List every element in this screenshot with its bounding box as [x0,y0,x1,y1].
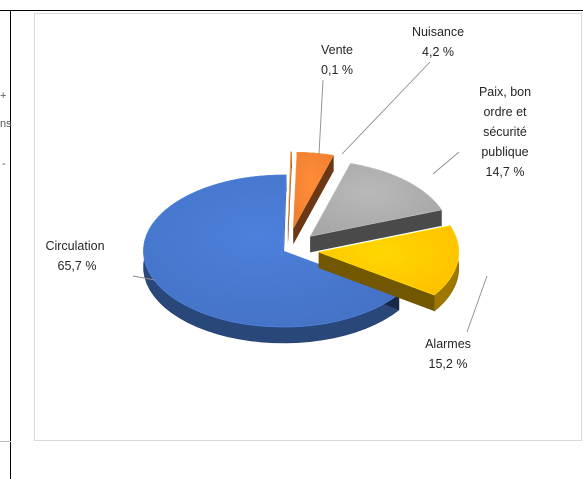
value-label-0: 65,7 % [58,259,97,273]
category-label-1: Vente [321,43,353,57]
frame-left-border [10,10,11,479]
clipped-text-plus: + [0,90,7,102]
category-label-3: ordre et [483,105,527,119]
slice-3[interactable] [309,163,442,253]
slice-1[interactable] [287,151,292,245]
slice-top-3 [309,163,442,237]
slice-4[interactable] [317,224,460,312]
value-label-3: 14,7 % [486,165,525,179]
category-label-2: Nuisance [412,25,464,39]
leader-line-1 [318,79,324,155]
category-label-4: Alarmes [425,337,471,351]
slice-top-1 [287,151,292,229]
pie-chart: Circulation 65,7 % Vente 0,1 % Nuisance 4,2 %… [45,25,531,371]
category-label-3: publique [481,145,528,159]
value-label-2: 4,2 % [422,45,454,59]
category-label-3: sécurité [483,125,527,139]
slice-2[interactable] [293,151,334,245]
value-label-1: 0,1 % [321,63,353,77]
slice-0[interactable] [143,174,400,344]
leader-line-2 [341,61,431,155]
slice-top-4 [317,225,460,296]
clipped-text-dash: - [2,158,6,170]
slice-wall-2-1 [293,155,334,245]
frame-top-border [0,10,583,11]
frame-bottom-stub [0,441,11,442]
category-label-3: Paix, bon [479,85,531,99]
leader-line-4 [466,275,488,333]
clipped-text-ns: ns [0,118,12,130]
leader-line-0 [132,275,156,281]
slice-top-0 [143,174,400,328]
slice-top-2 [293,151,334,229]
category-label-0: Circulation [45,239,104,253]
chart-area[interactable]: Circulation 65,7 % Vente 0,1 % Nuisance 4,2 %… [34,13,582,441]
slice-wall-3-1 [310,209,442,253]
leader-line-3 [432,151,460,175]
value-label-4: 15,2 % [429,357,468,371]
slice-wall-4-1 [318,252,435,312]
